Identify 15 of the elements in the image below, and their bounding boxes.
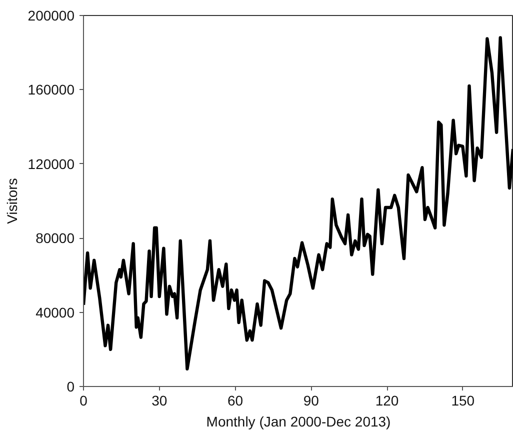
y-tick-label: 120000	[28, 156, 75, 172]
y-tick-label: 0	[66, 378, 75, 394]
x-tick-label: 150	[451, 392, 475, 408]
x-tick-label: 120	[375, 392, 399, 408]
y-tick-label: 200000	[28, 8, 75, 24]
x-tick-label: 60	[227, 392, 244, 408]
line-series	[84, 36, 513, 370]
y-tick-label: 40000	[36, 304, 75, 320]
y-tick-label: 160000	[28, 82, 75, 98]
x-tick-label: 0	[80, 392, 88, 408]
x-tick-label: 90	[303, 392, 320, 408]
y-tick-label: 80000	[36, 230, 75, 246]
x-axis-title: Monthly (Jan 2000-Dec 2013)	[206, 414, 391, 430]
y-axis-title: Visitors	[4, 178, 20, 224]
x-tick-label: 30	[152, 392, 168, 408]
